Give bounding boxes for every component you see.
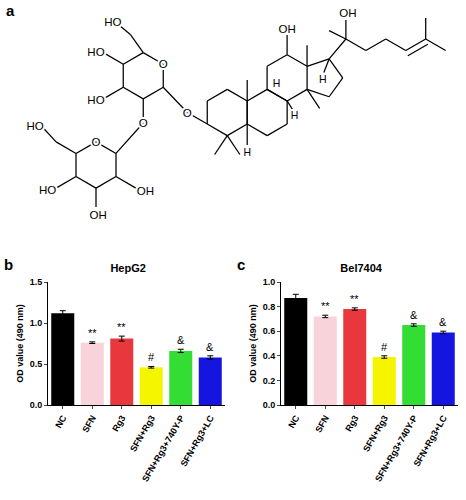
svg-text:&: & xyxy=(177,334,185,346)
svg-text:SFN: SFN xyxy=(313,414,331,435)
svg-text:OH: OH xyxy=(89,209,106,221)
svg-text:0.8: 0.8 xyxy=(263,302,276,312)
svg-text:1.0: 1.0 xyxy=(263,277,276,287)
svg-text:SFN: SFN xyxy=(80,414,98,435)
svg-text:**: ** xyxy=(117,321,126,333)
svg-text:Rg3: Rg3 xyxy=(110,414,127,434)
svg-text:HO: HO xyxy=(87,46,104,58)
svg-text:NC: NC xyxy=(286,413,301,430)
svg-text:OD value (490 nm): OD value (490 nm) xyxy=(15,304,25,383)
svg-text:H: H xyxy=(243,146,251,158)
svg-text:H: H xyxy=(291,109,299,121)
svg-text:0.2: 0.2 xyxy=(263,376,276,386)
html-text:b: b xyxy=(4,256,14,273)
svg-text:NC: NC xyxy=(53,413,68,430)
svg-text:OH: OH xyxy=(137,185,154,197)
html-text:c: c xyxy=(237,256,246,273)
svg-text:OH: OH xyxy=(339,7,356,19)
svg-text:0.6: 0.6 xyxy=(263,326,276,336)
svg-text:1.0: 1.0 xyxy=(30,318,43,328)
svg-text:SFN+Rg3+740Y-P: SFN+Rg3+740Y-P xyxy=(140,414,186,484)
svg-text:SFN+Rg3: SFN+Rg3 xyxy=(361,414,390,454)
svg-text:&: & xyxy=(410,309,418,321)
svg-text:O: O xyxy=(92,136,101,148)
svg-text:Bel7404: Bel7404 xyxy=(340,262,382,274)
svg-text:H: H xyxy=(273,77,281,89)
svg-text:#: # xyxy=(148,351,155,363)
svg-text:1.5: 1.5 xyxy=(30,277,43,287)
svg-text:H: H xyxy=(319,73,327,85)
svg-text:SFN+Rg3+LC: SFN+Rg3+LC xyxy=(178,413,216,468)
svg-text:HO: HO xyxy=(104,16,121,28)
svg-text:0.0: 0.0 xyxy=(263,400,276,410)
svg-text:0.5: 0.5 xyxy=(30,359,43,369)
svg-text:a: a xyxy=(6,2,15,19)
svg-text:0.0: 0.0 xyxy=(30,400,43,410)
svg-text:**: ** xyxy=(88,327,97,339)
svg-text:**: ** xyxy=(321,300,330,312)
svg-text:SFN+Rg3+LC: SFN+Rg3+LC xyxy=(411,413,449,468)
svg-text:HO: HO xyxy=(87,94,104,106)
svg-text:O: O xyxy=(159,58,168,70)
svg-text:SFN+Rg3: SFN+Rg3 xyxy=(128,414,157,454)
svg-text:O: O xyxy=(139,117,148,129)
svg-text:&: & xyxy=(439,316,447,328)
svg-text:OD value (490 nm): OD value (490 nm) xyxy=(248,304,258,383)
svg-text:**: ** xyxy=(350,293,359,305)
svg-text:&: & xyxy=(206,341,214,353)
svg-text:0.4: 0.4 xyxy=(263,351,276,361)
svg-text:HepG2: HepG2 xyxy=(110,262,145,274)
svg-text:Rg3: Rg3 xyxy=(343,414,360,434)
svg-text:O: O xyxy=(183,107,192,119)
svg-text:SFN+Rg3+740Y-P: SFN+Rg3+740Y-P xyxy=(373,414,419,484)
svg-text:HO: HO xyxy=(26,120,43,132)
svg-text:HO: HO xyxy=(39,184,56,196)
svg-text:OH: OH xyxy=(278,23,295,35)
svg-text:#: # xyxy=(381,341,388,353)
